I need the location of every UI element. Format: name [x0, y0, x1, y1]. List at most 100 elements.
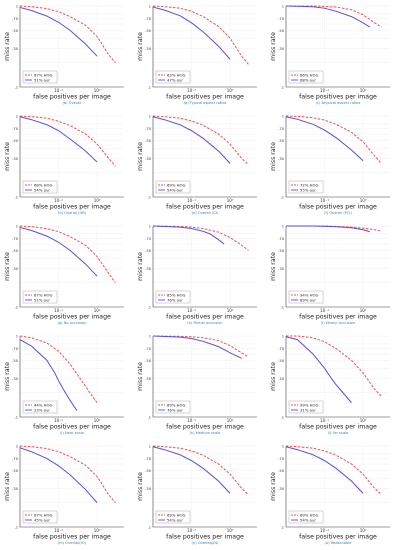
y-tick-label: .50: [278, 139, 284, 143]
plot-axes: [19, 116, 124, 198]
legend-label-hog: 99% HOG: [300, 402, 318, 407]
series-line-hog: [152, 115, 249, 166]
x-axis-label: false positives per image: [33, 94, 111, 101]
series-line-hog: [152, 5, 249, 65]
series-line-ours: [285, 446, 364, 494]
chart-caption: (b) Typical aspect ratios: [184, 101, 227, 105]
y-tick-label: 1: [282, 445, 284, 449]
plot-axes: [152, 336, 257, 418]
plot-axes: [152, 446, 257, 528]
y-tick-label: .30: [278, 267, 284, 271]
y-axis-label: miss rate: [4, 472, 11, 501]
y-tick-label: .30: [278, 47, 284, 51]
chart-caption: (l) Far scale: [328, 431, 350, 435]
x-tick-label: 10⁻¹: [320, 308, 329, 313]
series-line-ours: [152, 335, 242, 359]
y-tick-label: 1: [149, 335, 151, 339]
legend-label-hog: 67% HOG: [34, 292, 52, 297]
x-tick-label: 10⁰: [360, 88, 367, 93]
legend-label-ours: 51% our: [34, 297, 50, 302]
x-tick-label: 10⁰: [360, 528, 367, 533]
x-axis-label: false positives per image: [299, 94, 377, 101]
y-tick-label: .70: [12, 17, 18, 21]
y-tick-label: .50: [145, 359, 151, 363]
y-axis-label: miss rate: [4, 142, 11, 171]
y-tick-label: .30: [12, 487, 18, 491]
chart-caption: (k) Medium scale: [190, 431, 222, 435]
chart-caption: (g) No occlusion: [57, 321, 86, 325]
y-tick-label: .50: [12, 359, 18, 363]
series-line-hog: [19, 115, 116, 167]
plot-axes: [19, 226, 124, 308]
x-tick-label: 10⁻¹: [54, 198, 63, 203]
x-tick-label: 10⁰: [360, 308, 367, 313]
y-tick-label: .30: [12, 47, 18, 51]
y-tick-label: .50: [12, 469, 18, 473]
x-axis-label: false positives per image: [299, 424, 377, 431]
y-tick-label: .1: [148, 86, 151, 90]
legend-label-hog: 67% HOG: [34, 512, 52, 517]
x-axis-label: false positives per image: [33, 314, 111, 321]
series-line-ours: [19, 6, 98, 57]
y-tick-label: .50: [145, 29, 151, 33]
series-line-hog: [152, 335, 249, 358]
legend-label-hog: 68% HOG: [34, 182, 52, 187]
plot-axes: [19, 6, 124, 88]
y-tick-label: 1: [149, 225, 151, 229]
series-line-ours: [285, 336, 352, 404]
legend-label-ours: 54% our: [300, 517, 316, 522]
x-tick-label: 10⁻¹: [320, 528, 329, 533]
x-tick-label: 10⁻¹: [320, 198, 329, 203]
y-tick-label: .70: [12, 127, 18, 131]
y-tick-label: .30: [12, 377, 18, 381]
y-tick-label: .50: [145, 139, 151, 143]
series-line-hog: [285, 445, 382, 496]
y-tick-label: 1: [282, 5, 284, 9]
x-tick-label: 10⁰: [227, 198, 234, 203]
y-tick-label: .50: [278, 29, 284, 33]
y-tick-label: .70: [145, 17, 151, 21]
x-tick-label: 10⁻¹: [54, 418, 63, 423]
plot-axes: [152, 116, 257, 198]
x-tick-label: 10⁰: [227, 88, 234, 93]
x-tick-label: 10⁻¹: [187, 528, 196, 533]
legend-label-hog: 69% HOG: [300, 512, 318, 517]
y-tick-label: .1: [281, 416, 284, 420]
y-tick-label: 1: [16, 225, 18, 229]
x-axis-label: false positives per image: [33, 534, 111, 541]
y-tick-label: .70: [278, 127, 284, 131]
x-axis-label: false positives per image: [166, 204, 244, 211]
chart-caption: (o) Reasonable: [325, 541, 353, 545]
x-axis-label: false positives per image: [166, 94, 244, 101]
y-tick-label: 1: [282, 225, 284, 229]
x-tick-label: 10⁰: [227, 418, 234, 423]
legend-label-hog: 72% HOG: [300, 182, 318, 187]
plot-axes: [285, 336, 390, 418]
y-tick-label: .1: [15, 306, 18, 310]
y-tick-label: .50: [145, 249, 151, 253]
y-axis-label: miss rate: [137, 142, 144, 171]
legend-label-ours: 23% our: [34, 407, 50, 412]
y-tick-label: .30: [145, 377, 151, 381]
x-axis-label: false positives per image: [166, 534, 244, 541]
x-tick-label: 10⁻¹: [320, 88, 329, 93]
y-axis-label: miss rate: [4, 362, 11, 391]
y-tick-label: .30: [145, 267, 151, 271]
chart-caption: (m) Overlap(IO): [58, 541, 87, 545]
y-tick-label: .1: [148, 306, 151, 310]
chart-caption: (c) Atypical aspect ratios: [316, 101, 361, 105]
y-tick-label: .70: [145, 457, 151, 461]
legend-label-hog: 85% HOG: [167, 292, 185, 297]
x-axis-label: false positives per image: [166, 314, 244, 321]
y-tick-label: .50: [145, 469, 151, 473]
y-tick-label: 1: [149, 5, 151, 9]
y-tick-label: .70: [278, 17, 284, 21]
series-line-hog: [152, 225, 249, 251]
y-tick-label: .1: [15, 196, 18, 200]
